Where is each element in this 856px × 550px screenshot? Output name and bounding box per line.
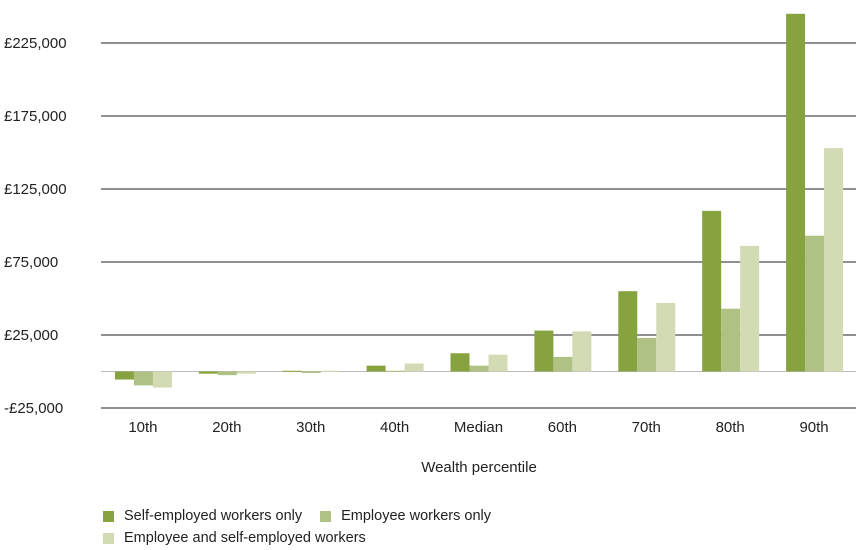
legend-swatch-self-employed bbox=[103, 510, 114, 522]
bar-employee bbox=[553, 356, 573, 372]
legend-swatch-both bbox=[103, 532, 114, 544]
y-tick-label: £75,000 bbox=[4, 254, 58, 271]
y-axis-tick-labels: -£25,000 £25,000 £75,000 £125,000 £175,000 £2… bbox=[4, 35, 67, 417]
x-tick-label: 70th bbox=[632, 419, 661, 436]
bar-employee bbox=[133, 371, 153, 386]
bar-both bbox=[656, 302, 676, 372]
bar-both bbox=[488, 354, 508, 372]
x-tick-label: 60th bbox=[548, 419, 577, 436]
bar-self-employed bbox=[450, 353, 470, 372]
bar-employee bbox=[469, 365, 489, 372]
legend-row-2: Employee and self-employed workers bbox=[103, 527, 509, 549]
y-tick-label: £225,000 bbox=[4, 35, 67, 52]
y-tick-label: £175,000 bbox=[4, 108, 67, 125]
legend-item-both: Employee and self-employed workers bbox=[103, 530, 366, 546]
legend-label-employee: Employee workers only bbox=[341, 508, 492, 524]
y-tick-label: £25,000 bbox=[4, 327, 58, 344]
bar-both bbox=[152, 371, 172, 388]
bar-employee bbox=[301, 371, 321, 373]
x-axis-tick-labels: 10th 20th 30th 40th Median 60th 70th 80th 90th bbox=[128, 419, 828, 436]
bar-both bbox=[236, 371, 256, 374]
bar-both bbox=[572, 331, 592, 372]
x-tick-label: 40th bbox=[380, 419, 409, 436]
x-tick-label: Median bbox=[454, 419, 503, 436]
bar-self-employed bbox=[198, 371, 218, 374]
legend-label-both: Employee and self-employed workers bbox=[124, 530, 366, 546]
bar-self-employed bbox=[702, 210, 722, 372]
x-tick-label: 20th bbox=[212, 419, 241, 436]
x-tick-label: 80th bbox=[716, 419, 745, 436]
legend-swatch-employee bbox=[320, 510, 332, 522]
x-tick-label: 90th bbox=[799, 419, 828, 436]
x-axis-title: Wealth percentile bbox=[421, 459, 537, 476]
legend-item-employee: Employee workers only bbox=[320, 508, 491, 524]
bar-both bbox=[404, 363, 424, 372]
bar-self-employed bbox=[534, 330, 554, 372]
legend-label-self-employed: Self-employed workers only bbox=[124, 508, 303, 524]
bar-employee bbox=[805, 235, 825, 372]
x-tick-label: 10th bbox=[128, 419, 157, 436]
bar-self-employed bbox=[366, 365, 386, 372]
legend-row-1: Self-employed workers only Employee work… bbox=[103, 505, 509, 527]
y-tick-label: -£25,000 bbox=[4, 400, 63, 417]
bar-employee bbox=[217, 371, 237, 376]
y-tick-label: £125,000 bbox=[4, 181, 67, 198]
bars bbox=[114, 13, 844, 388]
bar-self-employed bbox=[282, 370, 302, 372]
bar-both bbox=[320, 370, 340, 372]
bar-employee bbox=[721, 308, 741, 372]
bar-both bbox=[740, 245, 760, 372]
legend: Self-employed workers only Employee work… bbox=[103, 505, 509, 549]
bar-self-employed bbox=[786, 13, 806, 372]
bar-employee bbox=[385, 370, 405, 372]
x-tick-label: 30th bbox=[296, 419, 325, 436]
bar-self-employed bbox=[618, 291, 638, 372]
bar-employee bbox=[637, 337, 657, 372]
bar-both bbox=[824, 148, 844, 372]
legend-item-self-employed: Self-employed workers only bbox=[103, 508, 302, 524]
bar-chart: -£25,000 £25,000 £75,000 £125,000 £175,000 £2… bbox=[4, 13, 856, 476]
bar-self-employed bbox=[114, 371, 134, 380]
